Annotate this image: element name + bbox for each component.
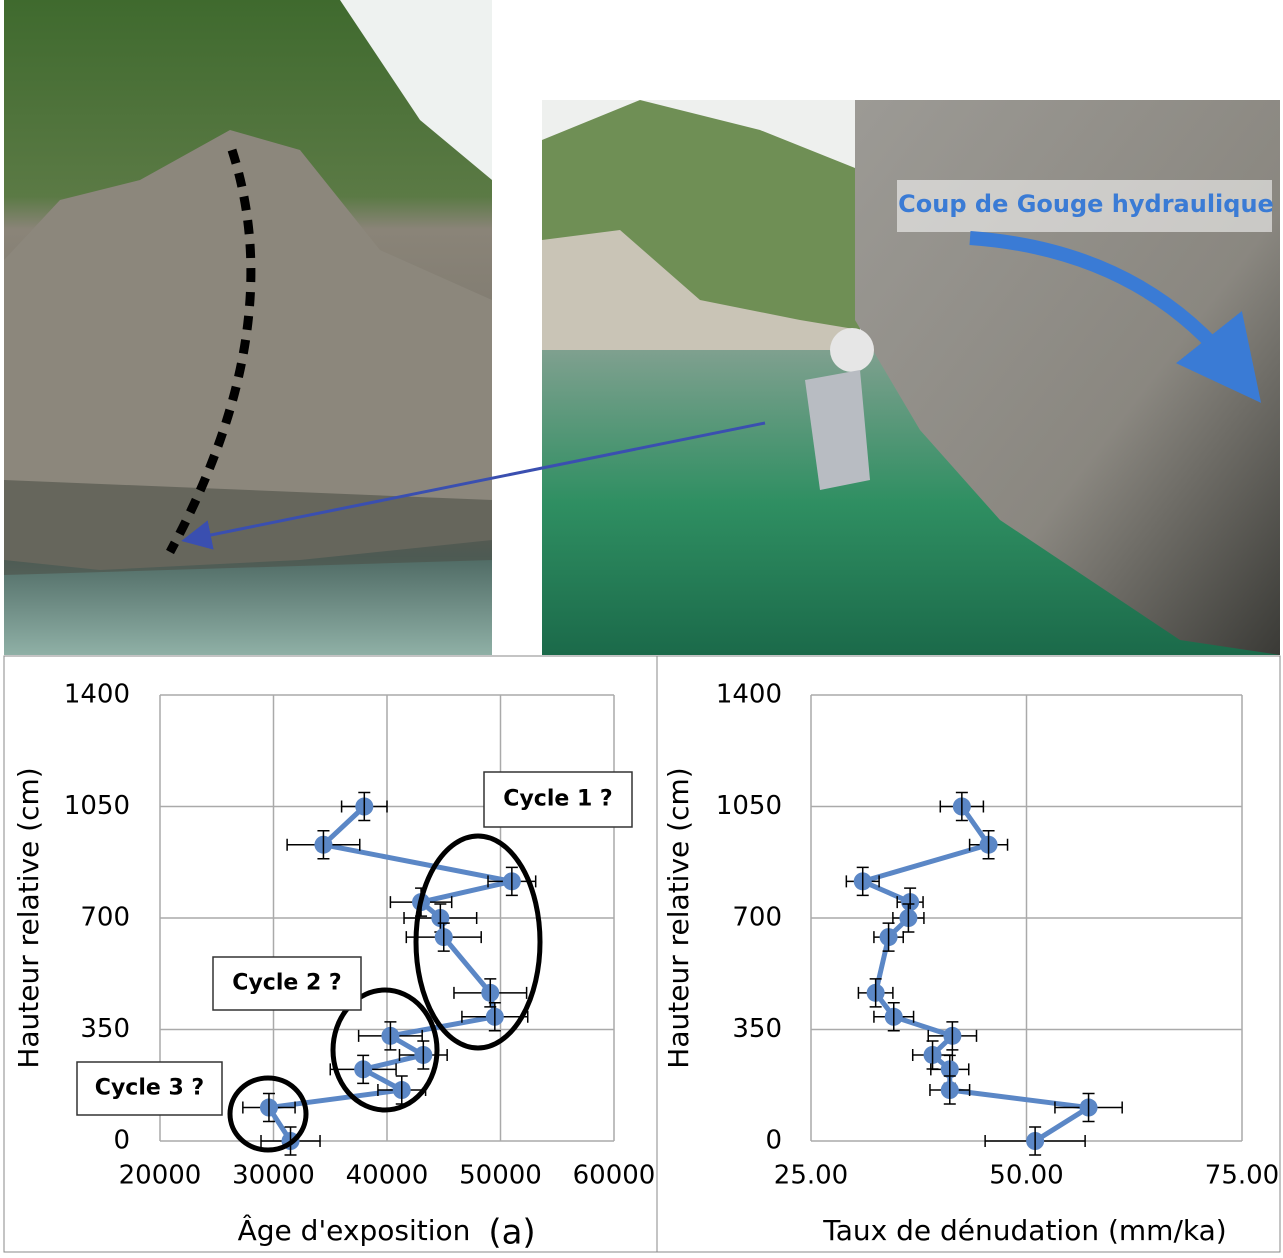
x-axis-title: Âge d'exposition: [238, 1213, 471, 1247]
x-tick-label: 25.00: [774, 1161, 848, 1191]
v-error: [1029, 1126, 1042, 1156]
v-error: [488, 1002, 501, 1032]
y-tick-label: 350: [80, 1014, 130, 1044]
v-error: [955, 791, 968, 822]
x-tick-label: 60000: [573, 1161, 656, 1191]
x-tick-label: 30000: [232, 1161, 315, 1191]
photo-left: [4, 0, 492, 655]
v-error: [1082, 1092, 1095, 1123]
v-error: [357, 1054, 370, 1085]
y-tick-label: 0: [765, 1126, 782, 1156]
v-error: [262, 1092, 275, 1123]
y-axis-title: Hauteur relative (cm): [12, 767, 45, 1068]
v-error: [902, 903, 915, 933]
v-error: [887, 1002, 900, 1032]
v-error: [505, 866, 518, 897]
annotation: Cycle 3 ?: [95, 1076, 204, 1101]
v-error: [384, 1021, 397, 1051]
y-tick-label: 350: [732, 1014, 782, 1044]
annotation-box: [76, 1061, 223, 1116]
arrow: [181, 421, 766, 550]
annotation: Cycle 2 ?: [232, 971, 341, 996]
x-tick-label: 50000: [459, 1161, 542, 1191]
panel-label: (a): [488, 1213, 535, 1253]
cycle-ellipse: [227, 1075, 309, 1153]
x-tick-label: 20000: [119, 1161, 202, 1191]
v-error: [317, 829, 330, 860]
y-tick-label: 700: [80, 903, 130, 933]
y-tick-label: 1050: [716, 791, 782, 821]
x-tick-label: 40000: [346, 1161, 429, 1191]
x-axis-title: Taux de dénudation (mm/ka): [822, 1214, 1226, 1247]
photo-annotation: Coup de Gouge hydraulique: [898, 190, 1274, 218]
v-error: [417, 1040, 430, 1070]
v-error: [882, 922, 895, 952]
annotation-box: [212, 956, 362, 1011]
v-error: [358, 791, 371, 822]
photo-right: [542, 100, 1280, 655]
y-tick-label: 700: [732, 903, 782, 933]
charts: 0 350 700 1050 1400 20000 30000 40000 50000 60000…: [12, 680, 1279, 1248]
annotation: Cycle 1 ?: [503, 787, 612, 812]
panel-right: [656, 655, 1281, 1253]
x-tick-label: 50.00: [989, 1161, 1063, 1191]
v-error: [982, 829, 995, 860]
cycle-ellipse: [330, 987, 440, 1113]
v-error: [869, 978, 882, 1008]
y-axis-title: Hauteur relative (cm): [662, 767, 695, 1068]
y-tick-label: 1050: [64, 791, 130, 821]
panel-left: [3, 655, 658, 1253]
x-tick-label: 75.00: [1205, 1161, 1279, 1191]
v-error: [856, 866, 869, 897]
y-tick-label: 1400: [716, 680, 782, 710]
annotation-box: [483, 771, 633, 828]
cycle-ellipse: [413, 833, 543, 1051]
y-tick-label: 1400: [64, 680, 130, 710]
y-tick-label: 0: [113, 1126, 130, 1156]
v-error: [437, 922, 450, 952]
v-error: [943, 1075, 956, 1105]
